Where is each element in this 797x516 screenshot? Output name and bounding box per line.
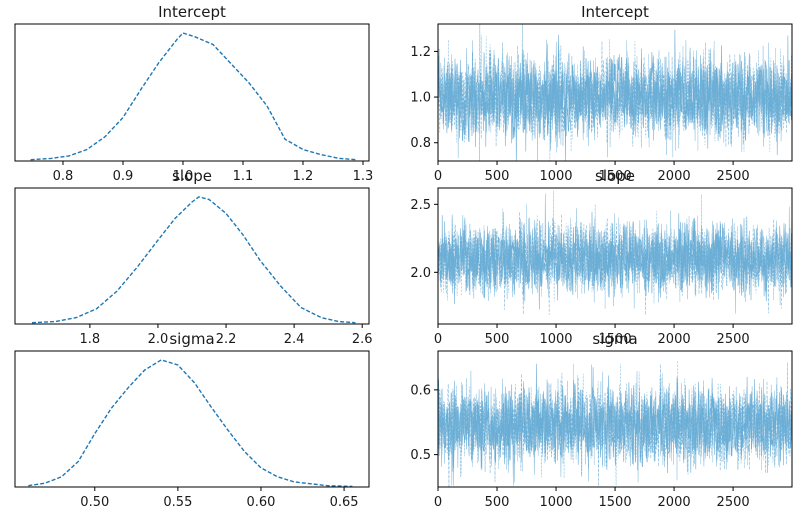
x-tick-label: 2.6 (352, 332, 373, 347)
x-tick-label: 0.50 (80, 495, 109, 510)
density-line (30, 32, 358, 161)
x-tick-label: 2000 (658, 169, 691, 184)
panel-sigma-trace: 0 500 1000 1500 2000 2500 0.5 0.6 sigma (410, 330, 793, 510)
y-tick-label: 1.0 (410, 91, 431, 106)
panel-sigma-density: 0.50 0.55 0.60 0.65 sigma (14, 330, 370, 510)
x-tick-label: 1500 (599, 495, 632, 510)
x-tick-label: 2.0 (148, 332, 169, 347)
x-tick-label: 0.9 (113, 169, 134, 184)
x-tick-label: 2500 (717, 495, 750, 510)
panel-title: Intercept (158, 3, 226, 21)
panel-title: slope (595, 167, 635, 185)
density-line (28, 359, 353, 487)
x-tick-label: 1000 (539, 495, 572, 510)
x-tick-label: 0.8 (53, 169, 74, 184)
y-tick-label: 0.5 (410, 448, 431, 463)
x-tick-label: 1.2 (293, 169, 314, 184)
y-tick-label: 2.5 (410, 198, 431, 213)
x-tick-label: 1000 (539, 332, 572, 347)
x-tick-label: 1.8 (80, 332, 101, 347)
x-tick-label: 2500 (717, 169, 750, 184)
x-tick-label: 0.65 (330, 495, 359, 510)
x-tick-label: 2000 (658, 495, 691, 510)
y-tick-label: 0.6 (410, 383, 431, 398)
x-tick-label: 2500 (717, 332, 750, 347)
panel-title: slope (172, 167, 212, 185)
x-tick-label: 2000 (658, 332, 691, 347)
x-tick-label: 500 (485, 495, 510, 510)
y-tick-label: 0.8 (410, 136, 431, 151)
trace-chain-4 (438, 34, 792, 161)
y-tick-label: 2.0 (410, 266, 431, 281)
x-tick-label: 500 (485, 169, 510, 184)
x-tick-label: 1500 (599, 169, 632, 184)
x-tick-label: 0 (434, 169, 442, 184)
panel-intercept-density: 0.8 0.9 1.0 1.1 1.2 1.3 Intercept (14, 3, 374, 184)
trace-chain-4 (438, 190, 792, 309)
x-tick-label: 0.55 (163, 495, 192, 510)
panel-slope-trace: 0 500 1000 1500 2000 2500 2.0 2.5 slope (410, 167, 793, 347)
panel-title: Intercept (581, 3, 649, 21)
panel-intercept-trace: 0 500 1000 1500 2000 2500 0.8 1.0 1.2 Intercept (410, 3, 793, 184)
x-tick-label: 1500 (599, 332, 632, 347)
panel-title: sigma (592, 330, 637, 348)
x-tick-label: 2.2 (216, 332, 237, 347)
x-tick-label: 2.4 (284, 332, 305, 347)
x-tick-label: 1.3 (353, 169, 374, 184)
x-tick-label: 0 (434, 495, 442, 510)
x-tick-label: 1.0 (173, 169, 194, 184)
x-tick-label: 1000 (539, 169, 572, 184)
x-tick-label: 1.1 (233, 169, 254, 184)
x-tick-label: 500 (485, 332, 510, 347)
panel-slope-density: 1.8 2.0 2.2 2.4 2.6 slope (14, 167, 373, 347)
panel-title: sigma (169, 330, 214, 348)
axes-frame (14, 187, 370, 325)
x-tick-label: 0.60 (246, 495, 275, 510)
axes-frame (14, 23, 370, 162)
trace-chain-3 (438, 193, 792, 314)
y-tick-label: 1.2 (410, 45, 431, 60)
trace-chain-3 (438, 370, 792, 486)
density-line (31, 196, 356, 324)
x-tick-label: 0 (434, 332, 442, 347)
trace-chain-4 (438, 360, 792, 486)
axes-frame (14, 350, 370, 488)
